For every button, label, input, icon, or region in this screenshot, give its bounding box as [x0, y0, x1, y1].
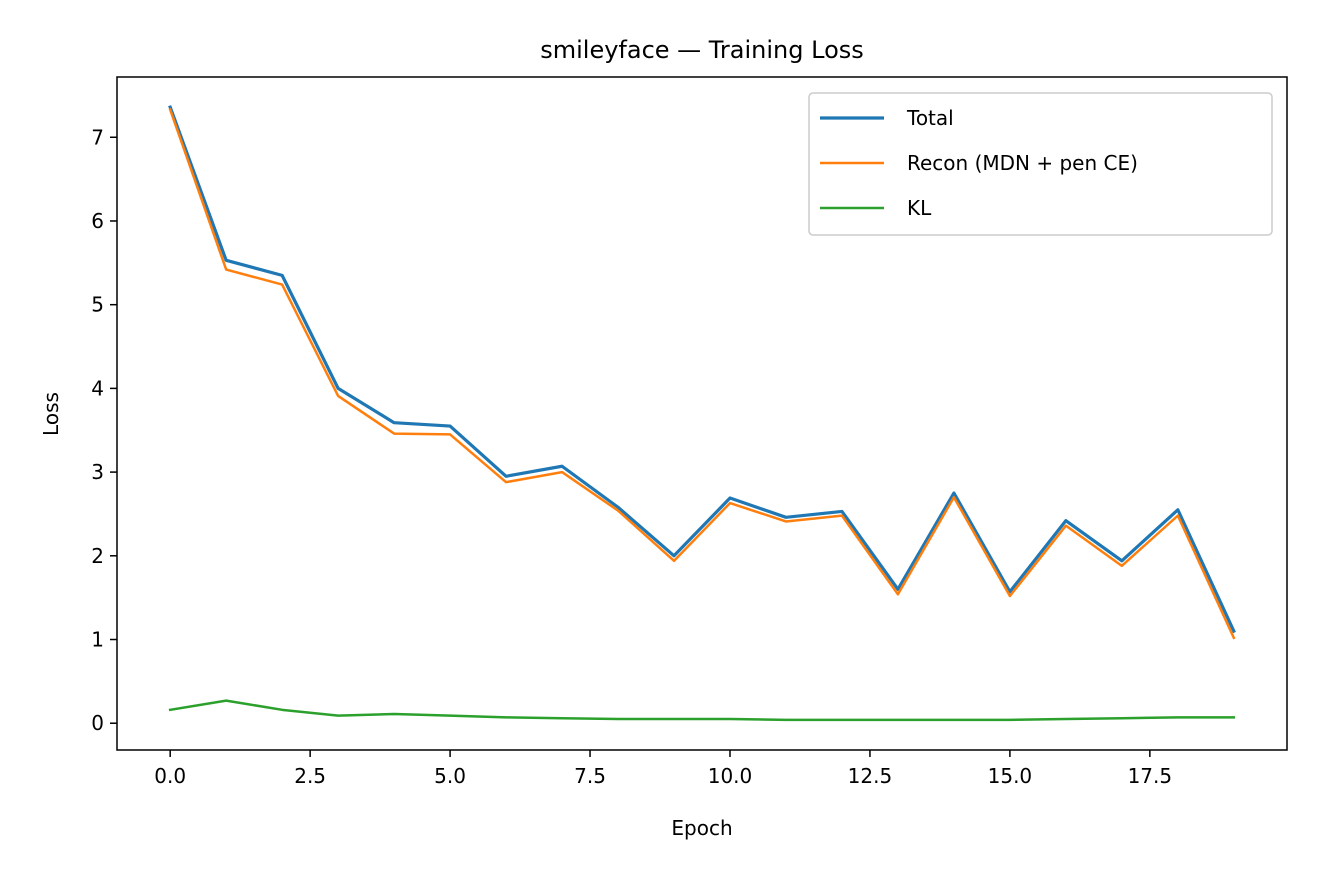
- x-axis: 0.0 2.5 5.0 7.5 10.0 12.5 15.0 17.5: [154, 750, 1172, 788]
- chart-title: smileyface — Training Loss: [540, 36, 864, 64]
- x-tick-label: 15.0: [988, 764, 1033, 788]
- x-tick-label: 17.5: [1128, 764, 1173, 788]
- y-tick-label: 5: [91, 293, 104, 317]
- axes-frame: [116, 76, 1288, 751]
- x-tick-label: 7.5: [574, 764, 606, 788]
- y-tick-label: 4: [91, 376, 104, 400]
- series-line-recon-mdn-pen-ce: [168, 108, 1236, 640]
- legend-label-total: Total: [906, 106, 954, 130]
- x-tick-label: 10.0: [708, 764, 753, 788]
- series-line-kl: [168, 699, 1236, 722]
- y-tick-label: 2: [91, 544, 104, 568]
- y-tick-label: 6: [91, 209, 104, 233]
- legend-label-kl: KL: [907, 196, 932, 220]
- y-tick-label: 1: [91, 628, 104, 652]
- x-axis-label: Epoch: [671, 816, 732, 840]
- series-line-total: [168, 105, 1236, 634]
- y-axis: 0 1 2 3 4 5 6 7: [91, 125, 117, 735]
- y-tick-label: 3: [91, 460, 104, 484]
- legend-frame: [808, 92, 1273, 236]
- x-tick-label: 2.5: [294, 764, 326, 788]
- y-axis-label: Loss: [39, 392, 63, 436]
- y-tick-label: 7: [91, 125, 104, 149]
- plot-area: [168, 105, 1236, 722]
- x-tick-label: 5.0: [434, 764, 466, 788]
- x-tick-label: 12.5: [848, 764, 893, 788]
- legend-label-recon-mdn-pen-ce: Recon (MDN + pen CE): [907, 151, 1138, 175]
- legend: Total Recon (MDN + pen CE) KL: [808, 92, 1273, 236]
- x-tick-label: 0.0: [154, 764, 186, 788]
- y-tick-label: 0: [91, 711, 104, 735]
